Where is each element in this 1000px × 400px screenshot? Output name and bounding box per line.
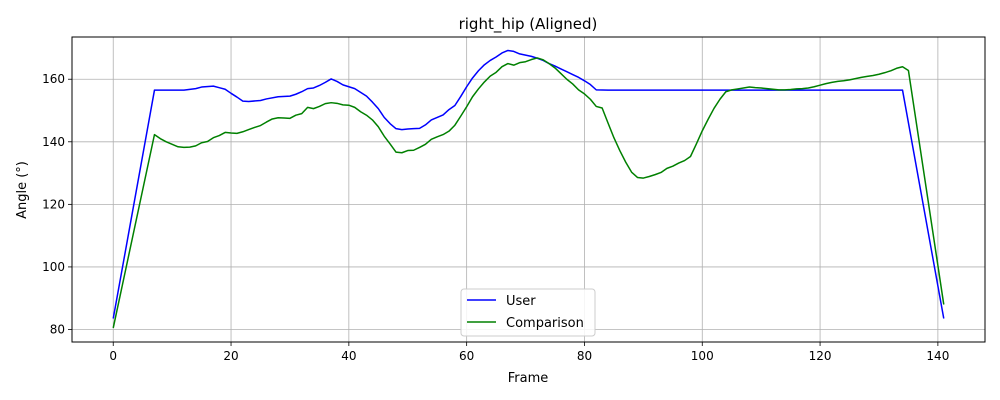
legend-label-user: User (506, 294, 536, 309)
y-tick-label: 160 (42, 72, 65, 86)
series-layer (112, 49, 945, 329)
plot-frame (71, 36, 986, 343)
x-tick-label: 0 (109, 349, 117, 363)
x-tick-label: 20 (223, 349, 238, 363)
x-tick-label: 60 (459, 349, 474, 363)
x-axis-label: Frame (508, 371, 549, 386)
x-tick-label: 80 (577, 349, 592, 363)
y-tick-label: 120 (42, 197, 65, 211)
y-tick-label: 140 (42, 135, 65, 149)
y-axis-ticks: 80 100 120 140 160 (42, 72, 72, 336)
x-tick-label: 40 (341, 349, 356, 363)
series-line-comparison (112, 57, 945, 329)
legend: User Comparison (460, 288, 596, 337)
y-axis-label: Angle (°) (15, 161, 30, 219)
x-tick-label: 120 (809, 349, 832, 363)
series-line-user (112, 49, 945, 319)
y-tick-label: 80 (50, 322, 65, 336)
x-tick-label: 140 (926, 349, 949, 363)
y-tick-label: 100 (42, 260, 65, 274)
x-axis-ticks: 0 20 40 60 80 100 120 140 (109, 342, 949, 363)
legend-label-comparison: Comparison (506, 316, 584, 331)
chart-title: right_hip (Aligned) (459, 15, 598, 34)
x-tick-label: 100 (691, 349, 714, 363)
